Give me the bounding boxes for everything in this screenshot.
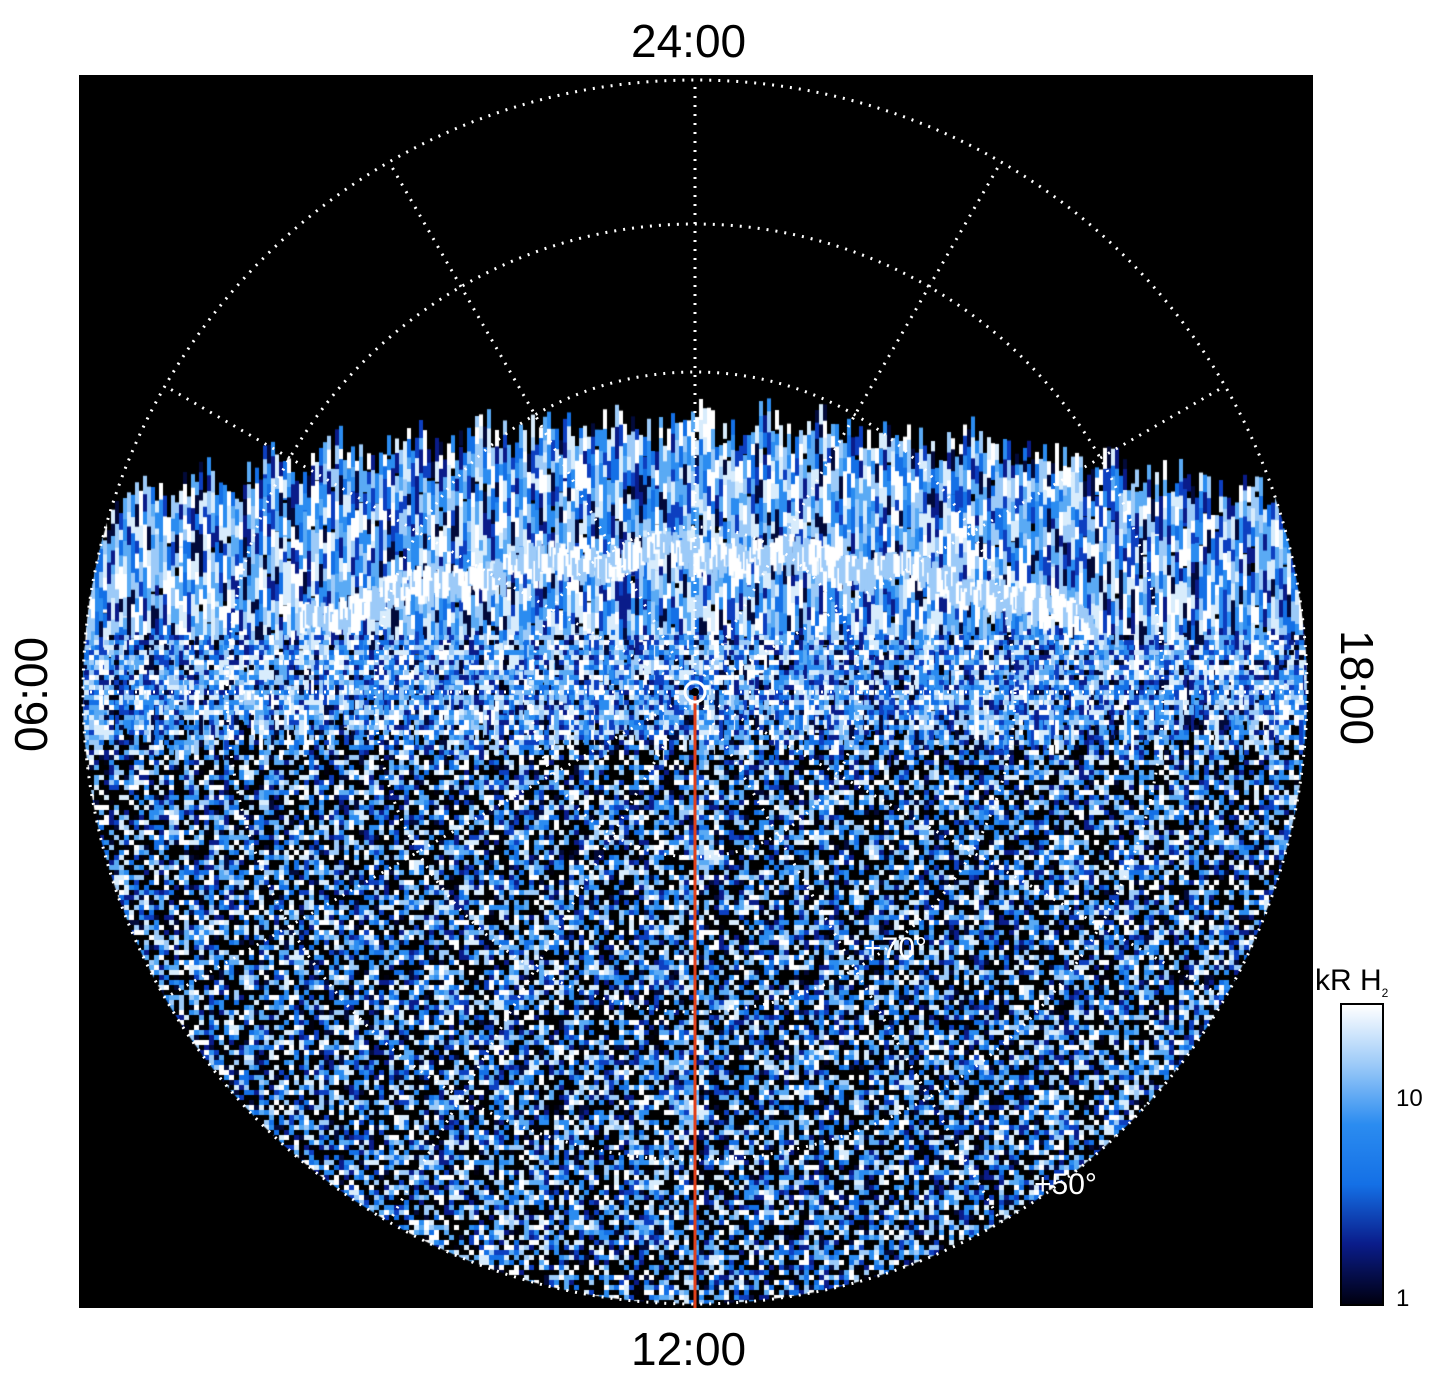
meridian-line xyxy=(694,690,1226,1000)
colorbar-tick-label-low: 1 xyxy=(1396,1285,1410,1312)
colorbar-tick-label-high: 10 xyxy=(1396,1085,1423,1112)
latitude-label-outer: +50° xyxy=(1034,1168,1097,1201)
meridian-line xyxy=(164,690,696,1000)
meridian-line xyxy=(694,384,1226,694)
latitude-circle xyxy=(373,370,1017,1014)
colorbar xyxy=(1340,1003,1384,1306)
local-time-label-right: 18:00 xyxy=(1331,630,1383,746)
polar-projection-map: +70° +50° xyxy=(79,75,1313,1308)
latitude-circle xyxy=(528,525,862,859)
pole-center-dot xyxy=(691,688,699,696)
latitude-longitude-grid xyxy=(81,78,1309,1306)
pole-marker-icon xyxy=(683,680,707,704)
meridian-line xyxy=(693,691,1003,1223)
latitude-circle xyxy=(81,78,1309,1306)
meridian-line xyxy=(387,161,697,693)
meridian-line xyxy=(164,384,696,694)
meridian-line xyxy=(693,161,1003,693)
colorbar-title: kR H2 xyxy=(1315,964,1389,1000)
local-time-label-bottom: 12:00 xyxy=(631,1323,747,1375)
latitude-label-inner: +70° xyxy=(864,932,927,965)
local-time-label-top: 24:00 xyxy=(631,15,747,67)
meridian-line xyxy=(387,691,697,1223)
local-time-label-left: 06:00 xyxy=(5,636,57,752)
grid-overlay: +70° +50° xyxy=(81,78,1309,1308)
